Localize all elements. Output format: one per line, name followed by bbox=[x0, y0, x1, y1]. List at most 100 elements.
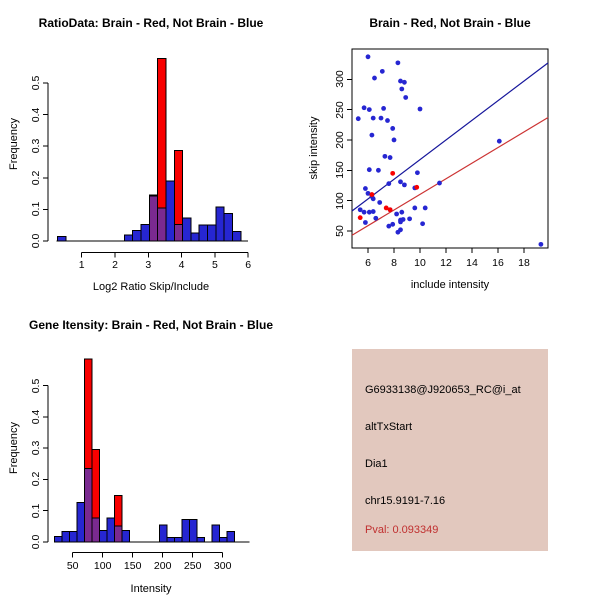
scatter-point-blue bbox=[399, 86, 405, 92]
histogram-bar-blue bbox=[223, 213, 234, 242]
scatter-point-blue bbox=[366, 209, 372, 215]
scatter-point-blue bbox=[365, 54, 371, 60]
histogram-bar-blue bbox=[132, 229, 142, 242]
y-tick-label: 250 bbox=[334, 100, 346, 119]
scatter-point-blue bbox=[437, 180, 442, 186]
histogram-bar-blue bbox=[166, 536, 176, 543]
y-tick-label: 0.3 bbox=[30, 440, 42, 456]
scatter-point-red bbox=[369, 192, 375, 197]
scatter-point-blue bbox=[412, 205, 418, 211]
scatter-point-blue bbox=[361, 209, 367, 215]
x-tick-label: 300 bbox=[213, 560, 232, 572]
scatter-point-blue bbox=[355, 116, 361, 122]
x-tick-label: 2 bbox=[112, 259, 118, 271]
regression-line-not-brain-fit bbox=[351, 62, 549, 212]
scatter-point-blue bbox=[395, 60, 401, 66]
histogram-bar-blue bbox=[54, 535, 63, 543]
scatter-point-blue bbox=[387, 155, 393, 160]
scatter-point-blue bbox=[376, 167, 381, 173]
histogram-bar-blue bbox=[69, 531, 78, 543]
scatter-point-blue bbox=[377, 200, 383, 205]
histogram-bar-blue bbox=[57, 235, 67, 242]
scatter-point-blue bbox=[363, 220, 368, 225]
histogram-bar-blue bbox=[196, 536, 206, 543]
x-tick-label: 250 bbox=[183, 560, 202, 572]
histogram-bar-blue bbox=[232, 231, 242, 242]
scatter-point-blue bbox=[357, 207, 363, 213]
x-tick-label: 50 bbox=[66, 560, 79, 572]
scatter-point-blue bbox=[369, 132, 375, 138]
histogram-bar-blue bbox=[198, 224, 209, 242]
scatter-point-blue bbox=[402, 182, 407, 188]
y-tick-label: 0.5 bbox=[30, 378, 42, 393]
event-type-text: altTxStart bbox=[365, 421, 413, 433]
pval-text: Pval: 0.093349 bbox=[365, 524, 439, 536]
probe-id-text: G6933138@J920653_RC@i_at bbox=[365, 384, 521, 396]
y-tick-label: 200 bbox=[334, 131, 346, 149]
scatter-point-blue bbox=[391, 137, 397, 143]
histogram-bar-overlap bbox=[91, 517, 101, 543]
scatter-point-blue bbox=[366, 107, 372, 113]
y-tick-label: 150 bbox=[334, 161, 346, 180]
scatter-point-blue bbox=[398, 78, 403, 84]
y-tick-label: 0.2 bbox=[30, 472, 42, 487]
scatter-point-blue bbox=[365, 190, 371, 196]
scatter-point-blue bbox=[420, 221, 425, 227]
scatter-point-blue bbox=[385, 118, 390, 123]
x-tick-label: 6 bbox=[365, 257, 371, 269]
scatter-point-blue bbox=[386, 223, 392, 229]
gene-name-text: Dia1 bbox=[365, 458, 388, 470]
scatter-point-red bbox=[357, 215, 363, 221]
gene-info-panel: G6933138@J920653_RC@i_at altTxStart Dia1… bbox=[352, 349, 548, 551]
scatter-xlabel: include intensity bbox=[410, 279, 490, 291]
ratio-hist-xlabel: Log2 Ratio Skip/Include bbox=[92, 281, 210, 293]
histogram-bar-blue bbox=[99, 530, 108, 543]
gene-hist-title: Gene Itensity: Brain - Red, Not Brain - … bbox=[28, 318, 274, 332]
scatter-point-blue bbox=[381, 105, 386, 111]
scatter-point-blue bbox=[379, 68, 385, 74]
scatter-point-blue bbox=[370, 209, 376, 214]
histogram-bar-blue bbox=[215, 206, 225, 242]
histogram-bar-blue bbox=[123, 234, 134, 242]
y-tick-label: 0.3 bbox=[30, 138, 42, 154]
plot-box bbox=[351, 48, 549, 249]
scatter-point-blue bbox=[363, 186, 368, 191]
y-tick-label: 0.0 bbox=[30, 534, 42, 550]
histogram-bar-blue bbox=[61, 531, 71, 543]
locus-text: chr15.9191-7.16 bbox=[365, 495, 446, 507]
scatter-point-blue bbox=[370, 196, 376, 202]
scatter-point-blue bbox=[386, 181, 392, 187]
scatter-point-blue bbox=[394, 211, 399, 217]
y-tick-label: 0.0 bbox=[30, 233, 42, 249]
histogram-bar-blue bbox=[190, 232, 200, 242]
histogram-bar-overlap bbox=[114, 525, 123, 543]
scatter-point-blue bbox=[378, 115, 384, 121]
scatter-point-blue bbox=[417, 106, 423, 112]
histogram-bar-blue bbox=[181, 518, 191, 543]
scatter-point-red bbox=[390, 170, 396, 176]
x-tick-label: 10 bbox=[414, 257, 426, 269]
y-tick-label: 0.4 bbox=[30, 107, 42, 122]
scatter-point-blue bbox=[373, 215, 379, 221]
y-tick-label: 0.1 bbox=[30, 202, 42, 217]
y-tick-label: 0.2 bbox=[30, 170, 42, 186]
scatter-point-blue bbox=[390, 126, 396, 131]
x-tick-label: 3 bbox=[145, 259, 152, 271]
gene-hist-ylabel: Frequency bbox=[8, 422, 20, 474]
scatter-point-blue bbox=[361, 105, 367, 111]
x-tick-label: 14 bbox=[466, 257, 478, 269]
y-tick-label: 100 bbox=[334, 191, 346, 210]
histogram-bar-overlap bbox=[157, 207, 167, 242]
x-tick-label: 100 bbox=[93, 560, 112, 572]
y-tick-label: 300 bbox=[334, 70, 346, 89]
ratio-hist-ylabel: Frequency bbox=[8, 118, 20, 170]
scatter-point-blue bbox=[366, 167, 372, 173]
histogram-bar-blue bbox=[219, 536, 228, 543]
scatter-ylabel: skip intensity bbox=[308, 116, 320, 180]
scatter-point-blue bbox=[496, 138, 502, 144]
scatter-point-blue bbox=[370, 115, 376, 121]
histogram-bar-overlap bbox=[148, 195, 159, 242]
x-tick-label: 18 bbox=[518, 257, 530, 269]
